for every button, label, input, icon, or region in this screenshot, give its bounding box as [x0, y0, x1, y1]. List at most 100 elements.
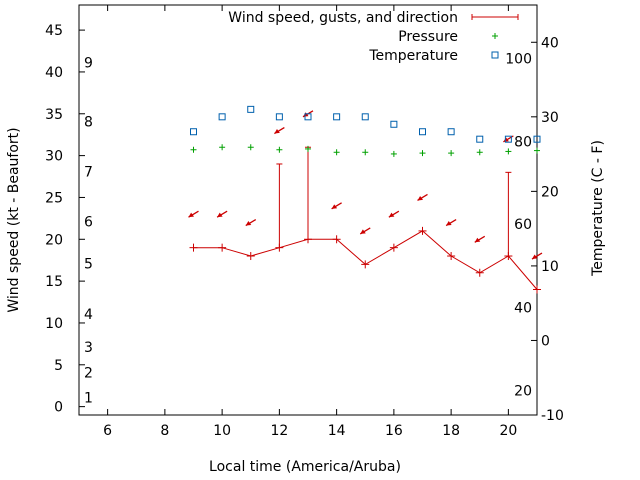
y-tick-label: 10 [45, 316, 63, 332]
wind-direction-arrow [474, 235, 486, 243]
arrow-head [532, 254, 538, 260]
pressure-point [305, 145, 311, 152]
pressure-point [276, 146, 283, 153]
wind-direction-arrow [388, 210, 400, 218]
temperature-point [419, 128, 426, 136]
pressure-point [534, 147, 540, 154]
y2-tick-label: 0 [541, 333, 550, 349]
temperature-point [476, 135, 484, 143]
wind-speed-point [332, 235, 341, 244]
x-tick-label: 14 [328, 423, 346, 439]
wind-speed-line [193, 230, 538, 290]
wind-speed-point [504, 252, 513, 261]
wind-speed-point [275, 243, 284, 252]
wind-direction-arrow [359, 227, 371, 235]
y-tick-label: 45 [45, 23, 63, 39]
y2-tick-label: 10 [541, 259, 559, 275]
temperature-point [304, 113, 312, 121]
pressure-point [219, 144, 226, 151]
y-tick-label: 25 [45, 190, 63, 206]
wind-speed-point [304, 235, 312, 244]
fahrenheit-label: 100 [505, 52, 532, 68]
beaufort-label: 2 [84, 365, 93, 381]
arrow-head [417, 195, 423, 201]
beaufort-label: 8 [84, 114, 93, 130]
temperature-point [447, 128, 455, 136]
axis-labels: Local time (America/Aruba) Wind speed (k… [6, 127, 606, 475]
beaufort-label: 9 [84, 56, 93, 72]
y-tick-label: 40 [45, 65, 63, 81]
legend-label-pressure: Pressure [398, 29, 458, 45]
y-axis-title: Wind speed (kt - Beaufort) [6, 127, 22, 312]
wind-speed-point [447, 252, 456, 261]
temperature-point [504, 135, 512, 143]
x-tick-label: 16 [385, 423, 403, 439]
x-axis-title: Local time (America/Aruba) [209, 459, 401, 475]
beaufort-label: 5 [84, 257, 93, 273]
y2-axis-title: Temperature (C - F) [590, 140, 606, 277]
y-tick-label: 5 [54, 358, 63, 374]
wind-speed-point [361, 260, 370, 269]
wind-speed-point [418, 226, 427, 235]
pressure-point [390, 150, 397, 157]
legend-sample-temperature [491, 51, 499, 59]
arrow-head [474, 237, 481, 243]
wind-direction-arrow [531, 252, 543, 260]
fahrenheit-label: 40 [514, 301, 532, 317]
temperature-point [333, 113, 341, 121]
pressure-point [448, 150, 455, 157]
pressure-point [419, 150, 426, 157]
arrow-head [274, 129, 280, 134]
temperature-point [190, 128, 197, 136]
wind-speed-point [218, 243, 227, 252]
x-tick-label: 18 [442, 423, 460, 439]
x-tick-label: 8 [160, 423, 169, 439]
y2-tick-label: -10 [541, 408, 564, 424]
beaufort-label: 1 [84, 390, 93, 406]
y2-tick-label: 30 [541, 110, 559, 126]
wind-direction-arrow [274, 126, 285, 135]
wind-speed-point [189, 243, 198, 252]
temperature-point [390, 120, 398, 128]
wind-direction-arrow [417, 193, 428, 202]
temperature-point [247, 105, 255, 113]
arrow-head [503, 137, 509, 142]
plot-marks [188, 105, 543, 294]
pressure-point [333, 149, 340, 156]
x-tick-label: 6 [103, 423, 112, 439]
y2-tick-label: 20 [541, 184, 559, 200]
y-tick-label: 0 [54, 400, 63, 416]
wind-direction-arrow [216, 210, 228, 218]
pressure-point [247, 144, 254, 151]
arrow-head [331, 204, 338, 209]
pressure-point [476, 149, 483, 156]
axes: 6 8 10 12 14 16 18 20051015202530354045-1001020… [45, 4, 564, 439]
y-tick-label: 15 [45, 274, 63, 290]
pressure-point [190, 146, 197, 153]
fahrenheit-label: 20 [514, 383, 532, 399]
plot-frame [78, 4, 538, 416]
wind-speed-point [389, 243, 398, 252]
wind-speed-point [246, 252, 255, 261]
arrow-head [217, 212, 223, 218]
y-tick-label: 20 [45, 232, 63, 248]
temperature-point [533, 135, 541, 143]
beaufort-label: 6 [84, 215, 93, 231]
pressure-point [362, 149, 369, 156]
wind-direction-arrow [445, 218, 457, 227]
legend: Wind speed, gusts, and direction Pressur… [228, 10, 519, 64]
x-tick-label: 10 [213, 423, 231, 439]
arrow-head [446, 221, 452, 226]
arrow-head [245, 221, 252, 226]
beaufort-label: 3 [84, 340, 93, 356]
arrow-head [303, 112, 309, 117]
temperature-point [361, 113, 369, 121]
wind-direction-arrow [331, 202, 342, 210]
temperature-point [275, 113, 283, 121]
temperature-point [218, 113, 226, 121]
x-tick-label: 12 [270, 423, 288, 439]
x-tick-label: 20 [499, 423, 517, 439]
beaufort-label: 4 [84, 307, 93, 323]
pressure-point [505, 148, 512, 155]
